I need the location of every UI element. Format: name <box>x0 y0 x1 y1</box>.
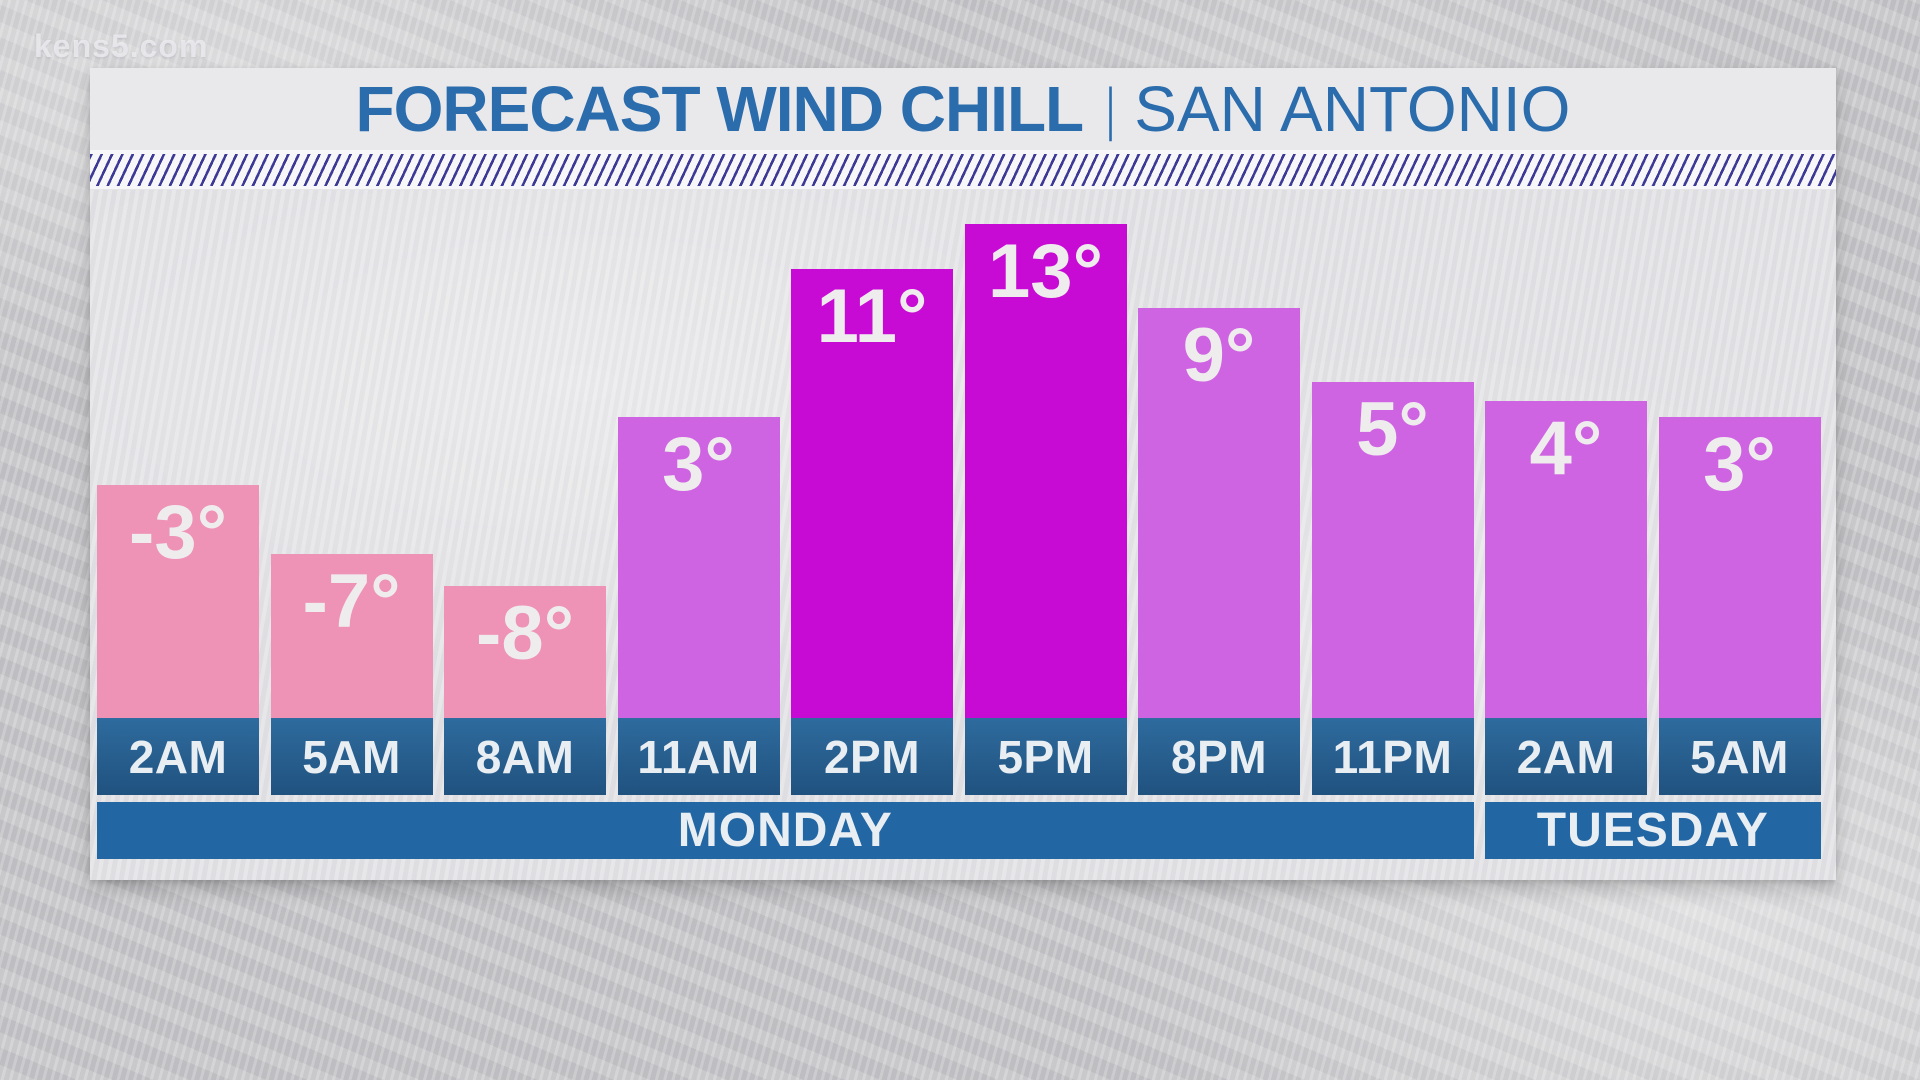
bar-value-label: -7° <box>302 559 401 644</box>
bar-value-label: 5° <box>1356 387 1429 472</box>
x-axis-time-label: 5AM <box>302 730 401 783</box>
wind-chill-bar-chart: -3° 2AM -7° 5AM -8° 8AM 3° 11AM 11° 2PM 13° 5PM 9° 8P… <box>90 190 1836 880</box>
x-axis-time-label: 2AM <box>128 730 228 783</box>
x-axis-time-label: 11AM <box>637 730 760 783</box>
bar-column: 3° <box>1658 417 1821 718</box>
day-label: MONDAY <box>677 804 893 857</box>
x-axis-time-label: 5PM <box>997 730 1094 783</box>
x-axis-time-label: 8PM <box>1170 730 1268 783</box>
bar-value-label: -3° <box>129 490 227 575</box>
x-axis-time-cell: 5PM <box>964 718 1127 795</box>
bar-column: 3° <box>617 417 780 718</box>
bar-column: -7° <box>270 554 433 718</box>
x-axis-time-cell: 11PM <box>1311 718 1474 795</box>
x-axis-time-cell: 8PM <box>1138 718 1300 795</box>
bar-column: 11° <box>791 269 953 718</box>
bar-column: -3° <box>97 485 259 718</box>
x-axis-time-cell: 8AM <box>444 718 606 795</box>
bar-value-label: 3° <box>662 422 735 507</box>
x-axis-time-cell: 5AM <box>270 718 433 795</box>
x-axis-time-label: 8AM <box>475 730 575 783</box>
x-axis-time-cell: 5AM <box>1658 718 1821 795</box>
title-separator: | <box>1106 76 1115 142</box>
station-watermark: kens5.com <box>34 28 209 64</box>
bar-column: -8° <box>444 586 606 718</box>
bar-value-label: 13° <box>988 229 1103 314</box>
x-axis-time-cell: 2AM <box>97 718 259 795</box>
title-city: SAN ANTONIO <box>1134 73 1571 145</box>
page-title: FORECAST WIND CHILL <box>355 73 1085 145</box>
x-axis-time-cell: 2AM <box>1485 718 1647 795</box>
hatch-stripes-pattern <box>90 154 1836 186</box>
day-band-tuesday: TUESDAY <box>1485 802 1821 859</box>
bar-column: 9° <box>1138 308 1300 718</box>
x-axis-time-cell: 11AM <box>617 718 780 795</box>
bar-value-label: 9° <box>1182 313 1256 398</box>
bar-value-label: 11° <box>816 274 928 359</box>
bar-column: 4° <box>1485 401 1647 718</box>
x-axis-time-label: 11PM <box>1332 730 1453 783</box>
hatch-divider <box>90 150 1836 190</box>
day-label: TUESDAY <box>1536 804 1769 857</box>
panel-header: FORECAST WIND CHILL | SAN ANTONIO <box>90 68 1836 150</box>
x-axis-time-label: 5AM <box>1690 730 1789 783</box>
x-axis-time-label: 2PM <box>823 730 921 783</box>
bar-value-label: 3° <box>1703 422 1776 507</box>
day-band-monday: MONDAY <box>97 802 1474 859</box>
bar-value-label: -8° <box>476 591 574 676</box>
bar-column: 13° <box>964 224 1127 718</box>
forecast-panel: FORECAST WIND CHILL | SAN ANTONIO -3° 2AM… <box>90 68 1836 880</box>
x-axis-time-label: 2AM <box>1516 730 1616 783</box>
bar-column: 5° <box>1311 382 1474 718</box>
bar-value-label: 4° <box>1529 406 1603 491</box>
x-axis-time-cell: 2PM <box>791 718 953 795</box>
